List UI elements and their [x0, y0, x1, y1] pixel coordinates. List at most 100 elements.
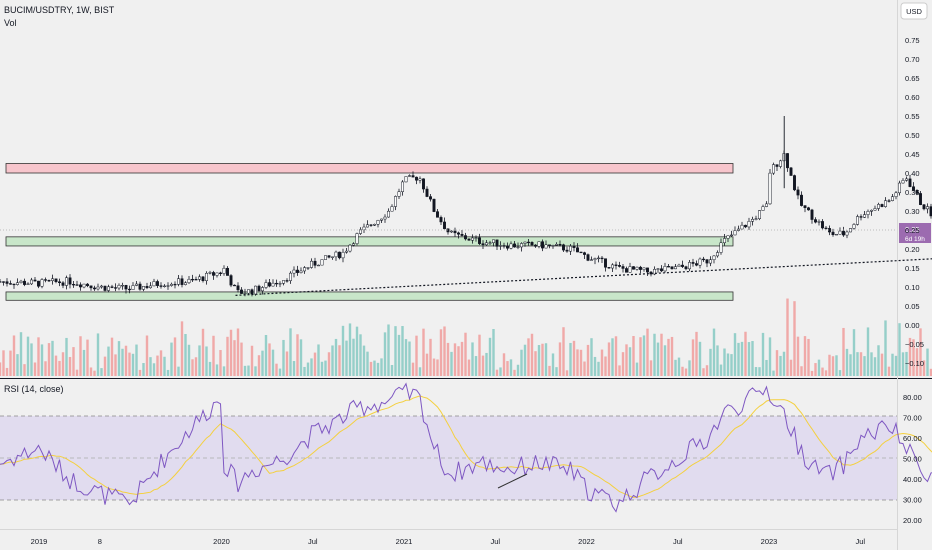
candle-body [296, 269, 299, 273]
candle-body [380, 218, 383, 221]
volume-bar [306, 362, 310, 376]
candle-body [282, 280, 285, 284]
candle-body [257, 285, 261, 292]
candle-body [838, 230, 842, 235]
volume-bar [429, 338, 432, 376]
candle-body [19, 280, 23, 283]
candle-body [313, 260, 317, 266]
candle-body [712, 255, 716, 260]
volume-bar [614, 336, 618, 376]
volume-bar [226, 336, 229, 376]
candle-body [558, 244, 562, 246]
volume-bar [810, 370, 814, 376]
price-pane[interactable] [0, 0, 897, 378]
candle-body [219, 272, 222, 274]
volume-bar [898, 323, 901, 376]
volume-bar [408, 341, 411, 376]
volume-label: Vol [4, 18, 17, 28]
time-tick: Jul [490, 537, 500, 546]
candle-body [502, 245, 506, 247]
candle-body [520, 243, 523, 248]
volume-bar [565, 370, 569, 376]
candle-body [110, 286, 114, 288]
volume-bar [684, 368, 688, 376]
zones [5, 163, 734, 301]
price-tick: −0.10 [905, 359, 924, 368]
volume-bar [569, 342, 572, 376]
volume-bar [856, 352, 859, 376]
candle-body [555, 244, 558, 246]
volume-bar [877, 345, 880, 376]
volume-bar [334, 338, 338, 376]
candle-body [586, 254, 590, 261]
resistance-zone[interactable] [5, 163, 734, 174]
currency-button[interactable] [900, 2, 928, 20]
volume-bar [275, 363, 278, 376]
volume-bar [54, 355, 58, 376]
candle-body [488, 242, 492, 244]
volume-bar [786, 298, 789, 376]
volume-bar [352, 338, 355, 376]
candle-body [646, 267, 649, 273]
volume-bar [278, 368, 282, 376]
rsi-trendline[interactable] [497, 473, 528, 489]
candle-body [2, 281, 5, 283]
candle-body [100, 285, 103, 288]
volume-bar [418, 367, 422, 376]
volume-bar [170, 342, 173, 376]
volume-bar [894, 355, 898, 376]
rsi-tick: 40.00 [903, 475, 922, 484]
candle-body [292, 269, 296, 274]
candle-body [747, 221, 751, 228]
candle-body [82, 283, 86, 288]
volume-bar [327, 352, 331, 376]
trendline[interactable] [235, 240, 932, 296]
candle-body [65, 277, 68, 286]
volume-bar [670, 336, 674, 376]
volume-bar [506, 361, 509, 376]
volume-bar [282, 339, 285, 376]
candle-body [639, 266, 642, 270]
volume-bar [586, 344, 590, 376]
volume-bar [453, 343, 457, 376]
candle-body [142, 286, 145, 290]
rsi-tick: 50.00 [903, 455, 922, 464]
volume-bar [821, 367, 824, 376]
volume-bar [110, 337, 114, 376]
volume-bar [817, 359, 821, 376]
candle-body [93, 287, 96, 290]
support-zone[interactable] [5, 236, 734, 247]
volume-bar [677, 357, 681, 376]
candle-body [250, 289, 254, 295]
candle-body [604, 258, 607, 268]
volume-bar [590, 338, 593, 376]
volume-bar [261, 350, 264, 376]
volume-bar [135, 344, 138, 376]
candle-body [352, 243, 355, 246]
volume-bar [184, 334, 187, 376]
volume-bar [366, 351, 369, 376]
time-axis[interactable] [0, 529, 897, 550]
volume-bar [733, 333, 737, 376]
volume-bar [768, 337, 772, 376]
support-zone[interactable] [5, 291, 734, 301]
volume-bar [660, 333, 663, 376]
volume-bar [723, 348, 726, 376]
volume-bar [849, 354, 852, 376]
volume-bar [138, 369, 142, 376]
candle-body [439, 217, 443, 223]
volume-bar [289, 328, 292, 376]
price-axis[interactable] [897, 0, 932, 550]
rsi-tick: 20.00 [903, 516, 922, 525]
candle-body [205, 273, 208, 281]
volume-bar [222, 366, 226, 376]
volume-bar [831, 356, 835, 376]
candle-body [814, 219, 817, 223]
volume-bar [761, 332, 765, 376]
candle-body [513, 243, 516, 248]
candle-body [233, 284, 236, 287]
volume-bar [467, 359, 471, 376]
volume-bar [863, 356, 866, 376]
candle-body [523, 241, 527, 244]
